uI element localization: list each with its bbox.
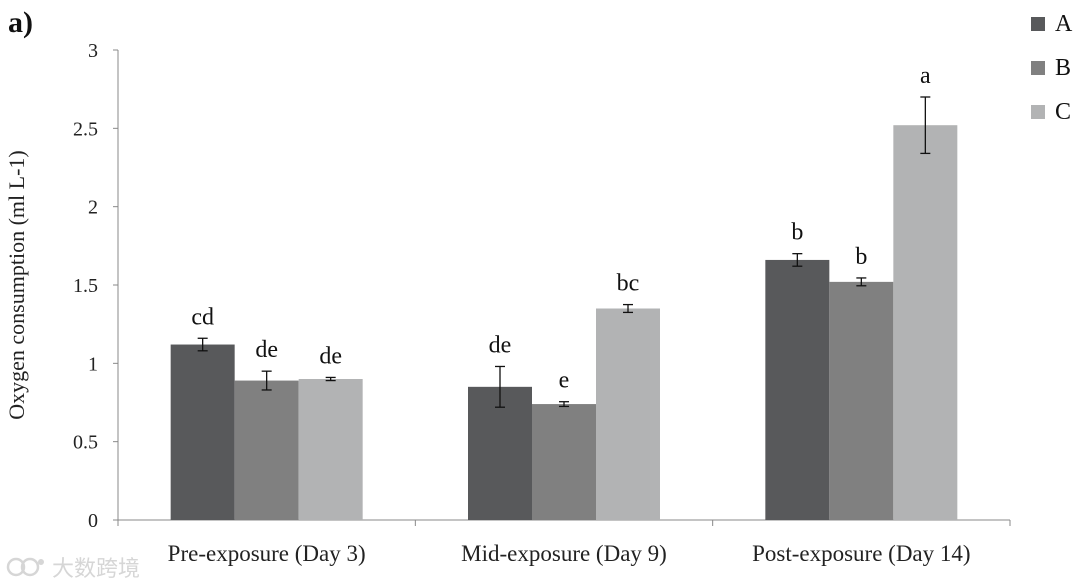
x-category-label: Mid-exposure (Day 9)	[461, 541, 667, 566]
significance-letter: bc	[617, 271, 640, 297]
significance-letter: b	[791, 220, 803, 246]
significance-letter: de	[255, 337, 278, 363]
y-tick-label: 2	[88, 197, 98, 219]
watermark-logo-icon	[6, 557, 44, 577]
bar	[170, 344, 235, 520]
legend-swatch-a	[1031, 17, 1045, 31]
legend-item-a: A	[1031, 2, 1072, 46]
watermark: 大数跨境	[6, 551, 140, 583]
panel-label: a)	[8, 6, 33, 39]
bar	[596, 308, 660, 520]
significance-letter: de	[489, 332, 512, 358]
bar	[234, 380, 299, 520]
bar	[829, 281, 894, 520]
y-tick-label: 1.5	[73, 275, 98, 297]
legend-label-a: A	[1055, 10, 1073, 37]
x-category-label: Pre-exposure (Day 3)	[168, 541, 366, 566]
y-tick-label: 1	[88, 353, 98, 375]
y-tick-label: 2.5	[73, 118, 98, 140]
significance-letter: de	[319, 343, 342, 369]
y-tick-label: 0	[88, 510, 98, 532]
significance-letter: b	[855, 244, 867, 270]
legend-label-c: C	[1055, 98, 1072, 125]
legend-label-b: B	[1055, 54, 1072, 81]
legend: A B C	[1031, 2, 1072, 134]
bar	[532, 404, 596, 520]
legend-item-c: C	[1031, 90, 1072, 134]
bar	[298, 379, 363, 520]
significance-letter: a	[920, 63, 931, 89]
bar	[468, 386, 532, 520]
legend-swatch-c	[1031, 105, 1045, 119]
legend-swatch-b	[1031, 61, 1045, 75]
y-tick-label: 3	[88, 40, 98, 62]
y-tick-label: 0.5	[73, 432, 98, 454]
watermark-text: 大数跨境	[52, 557, 141, 582]
x-category-label: Post-exposure (Day 14)	[752, 541, 970, 566]
significance-letter: cd	[191, 304, 214, 330]
significance-letter: e	[559, 368, 570, 394]
bar	[893, 125, 958, 520]
bar	[765, 259, 830, 520]
y-axis-title: Oxygen consumption (ml L-1)	[4, 150, 29, 419]
legend-item-b: B	[1031, 46, 1072, 90]
